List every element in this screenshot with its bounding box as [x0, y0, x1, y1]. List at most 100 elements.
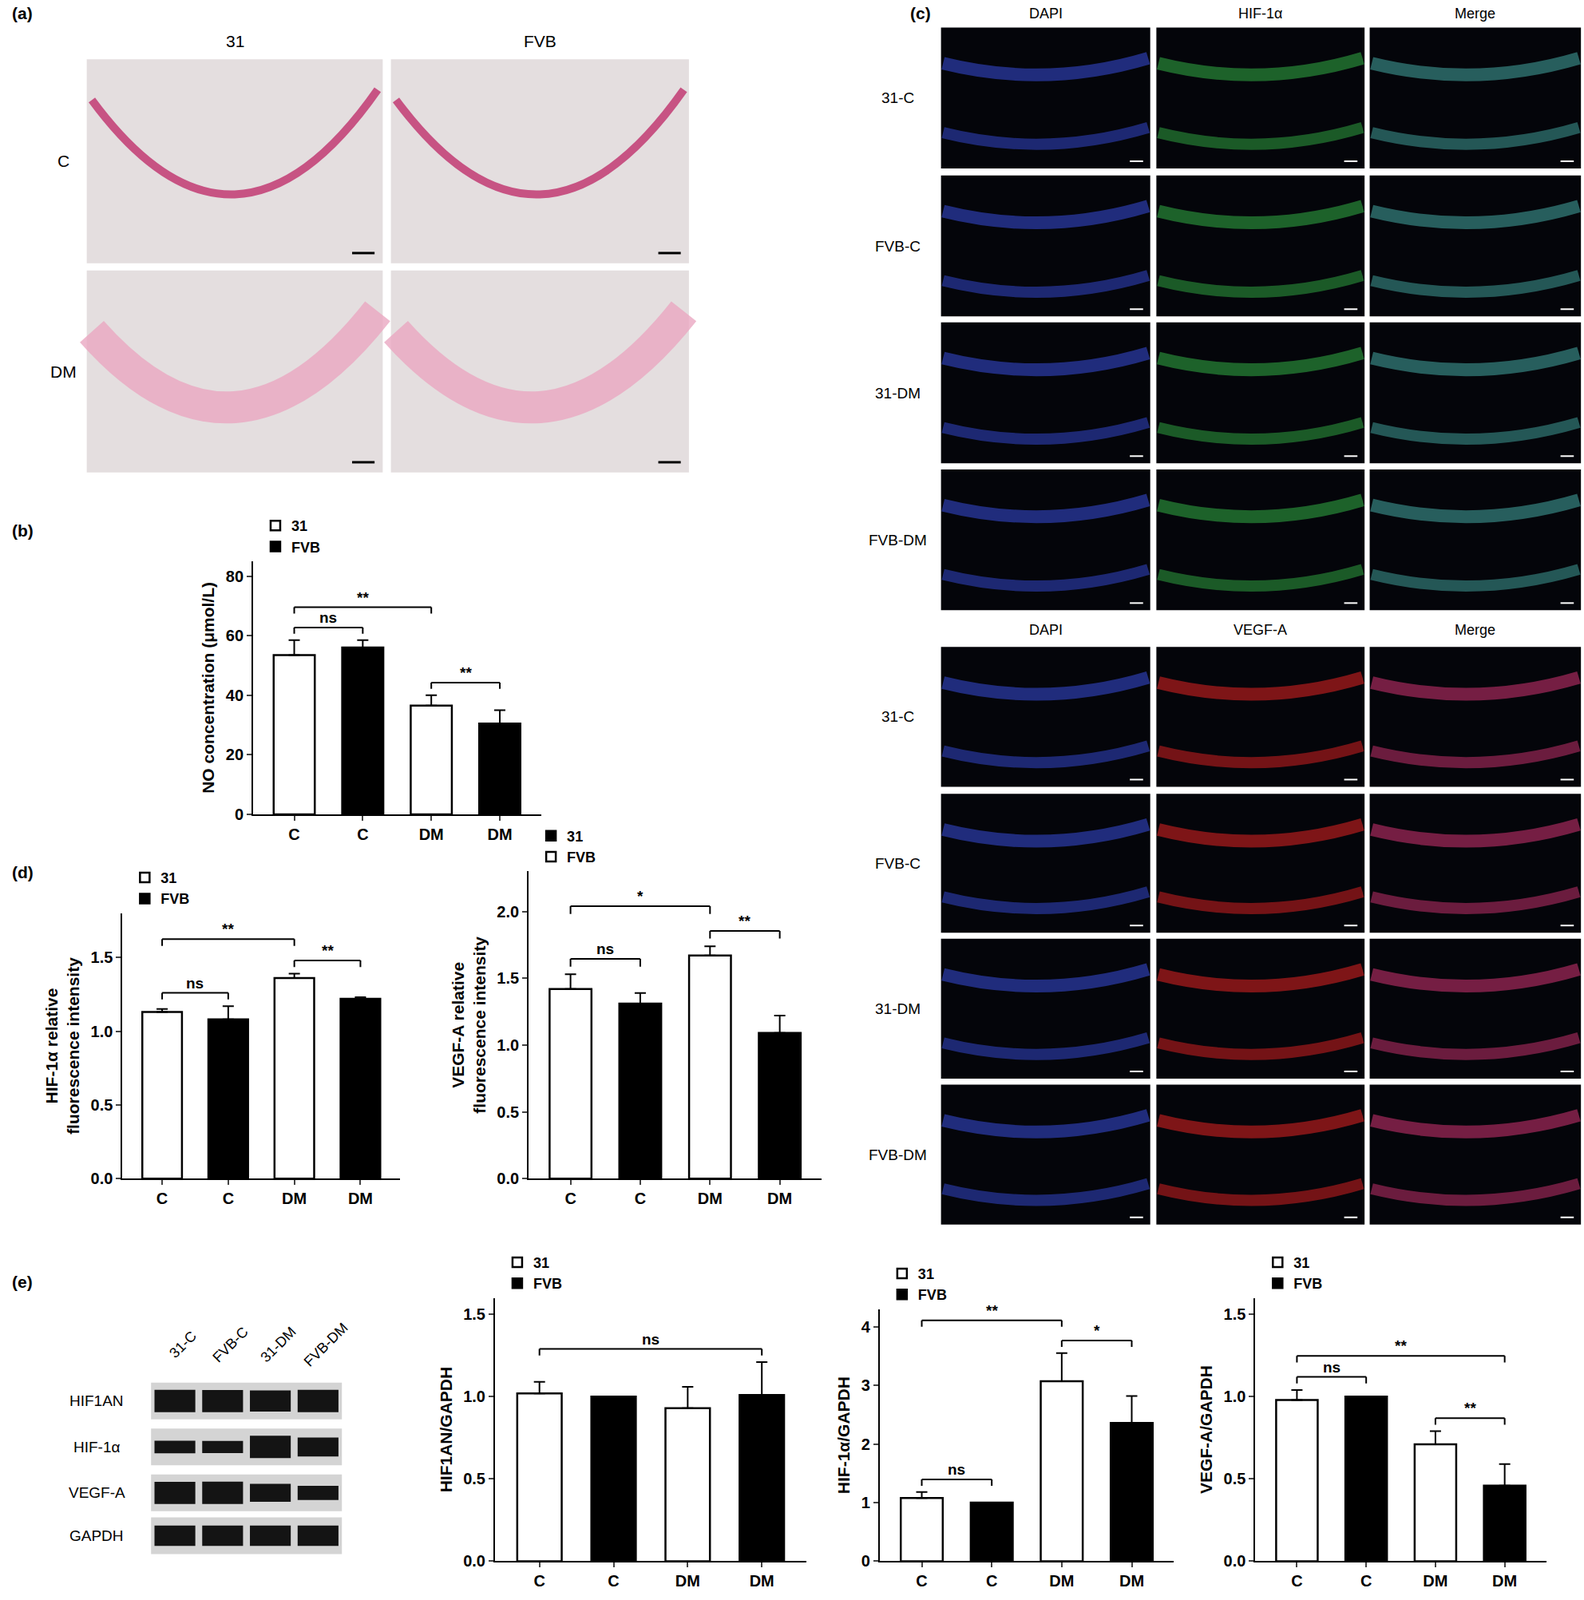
svg-text:ns: ns [947, 1461, 966, 1478]
svg-text:31-C: 31-C [166, 1327, 200, 1362]
svg-text:**: ** [738, 912, 751, 930]
svg-text:C: C [915, 1572, 927, 1590]
svg-text:FVB: FVB [523, 31, 557, 51]
svg-text:VEGF-A: VEGF-A [68, 1484, 126, 1501]
svg-text:NO concentration (μmol/L): NO concentration (μmol/L) [198, 582, 218, 794]
svg-text:DM: DM [348, 1189, 373, 1208]
svg-text:0.0: 0.0 [91, 1169, 114, 1188]
svg-text:VEGF-A relativefluorescence in: VEGF-A relativefluorescence intensity [448, 936, 489, 1114]
svg-text:1.0: 1.0 [91, 1022, 114, 1041]
svg-text:FVB: FVB [160, 891, 190, 907]
svg-text:1.0: 1.0 [463, 1387, 486, 1406]
svg-text:0.5: 0.5 [496, 1103, 519, 1121]
svg-text:HIF-1α: HIF-1α [73, 1438, 121, 1456]
svg-text:ns: ns [1322, 1358, 1341, 1376]
svg-text:Merge: Merge [1454, 621, 1496, 638]
svg-text:C: C [356, 825, 369, 844]
svg-text:DM: DM [767, 1189, 792, 1208]
svg-text:1.5: 1.5 [91, 948, 114, 967]
svg-text:31-C: 31-C [881, 708, 915, 725]
svg-text:HIF1AN: HIF1AN [69, 1392, 124, 1410]
svg-text:HIF-1α/GAPDH: HIF-1α/GAPDH [834, 1376, 853, 1494]
svg-text:FVB: FVB [533, 1275, 563, 1292]
svg-text:VEGF-A: VEGF-A [1233, 621, 1287, 638]
svg-text:0: 0 [861, 1552, 871, 1570]
svg-text:60: 60 [225, 626, 244, 645]
svg-text:(c): (c) [910, 3, 931, 23]
svg-text:FVB-C: FVB-C [209, 1323, 252, 1366]
svg-text:DM: DM [749, 1572, 775, 1590]
svg-text:C: C [533, 1572, 545, 1590]
svg-text:DM: DM [50, 362, 77, 381]
svg-text:20: 20 [225, 745, 244, 764]
svg-text:DM: DM [697, 1189, 723, 1208]
svg-text:*: * [1093, 1322, 1101, 1339]
svg-text:31-DM: 31-DM [875, 384, 921, 402]
svg-text:FVB-DM: FVB-DM [300, 1319, 352, 1371]
svg-text:FVB-DM: FVB-DM [868, 531, 927, 549]
svg-text:80: 80 [225, 567, 244, 586]
svg-text:31: 31 [918, 1266, 935, 1283]
svg-text:*: * [637, 887, 644, 905]
svg-text:ns: ns [186, 974, 204, 992]
svg-text:31: 31 [291, 518, 308, 535]
svg-text:DAPI: DAPI [1029, 5, 1063, 22]
svg-text:0.5: 0.5 [1223, 1469, 1247, 1488]
svg-text:31-DM: 31-DM [875, 1000, 921, 1018]
svg-text:DM: DM [419, 825, 444, 844]
svg-text:C: C [564, 1189, 576, 1208]
svg-text:VEGF-A/GAPDH: VEGF-A/GAPDH [1196, 1365, 1216, 1494]
svg-text:ns: ns [596, 940, 614, 958]
svg-text:31: 31 [160, 870, 177, 887]
svg-text:1.0: 1.0 [496, 1036, 519, 1054]
svg-text:31: 31 [225, 31, 245, 51]
svg-text:(d): (d) [11, 863, 34, 882]
svg-text:HIF1AN/GAPDH: HIF1AN/GAPDH [436, 1366, 456, 1493]
svg-text:DM: DM [1119, 1572, 1145, 1590]
svg-text:FVB: FVB [918, 1287, 947, 1303]
svg-text:ns: ns [319, 609, 337, 626]
svg-text:31: 31 [566, 828, 583, 845]
svg-text:**: ** [221, 920, 234, 938]
svg-text:4: 4 [861, 1318, 872, 1336]
svg-text:1.5: 1.5 [463, 1305, 486, 1323]
svg-text:C: C [986, 1572, 998, 1590]
svg-text:31: 31 [1293, 1255, 1310, 1272]
svg-text:0: 0 [234, 805, 244, 824]
svg-text:DM: DM [1049, 1572, 1074, 1590]
svg-text:C: C [288, 825, 300, 844]
svg-text:**: ** [1464, 1399, 1477, 1417]
svg-text:C: C [1290, 1572, 1303, 1590]
svg-text:1.5: 1.5 [496, 969, 519, 987]
svg-text:0.0: 0.0 [496, 1169, 519, 1188]
svg-text:ns: ns [641, 1330, 660, 1348]
svg-text:FVB-DM: FVB-DM [868, 1146, 927, 1164]
svg-text:1.0: 1.0 [1223, 1387, 1247, 1406]
svg-text:C: C [222, 1189, 234, 1208]
svg-text:(b): (b) [11, 521, 34, 540]
svg-text:FVB: FVB [566, 849, 596, 866]
svg-text:FVB: FVB [1293, 1275, 1323, 1292]
svg-text:HIF-1α relativefluorescence in: HIF-1α relativefluorescence intensity [42, 957, 83, 1135]
svg-text:40: 40 [225, 686, 244, 705]
svg-text:0.5: 0.5 [91, 1096, 114, 1114]
svg-text:Merge: Merge [1454, 5, 1496, 22]
svg-text:**: ** [321, 942, 334, 959]
svg-text:C: C [634, 1189, 646, 1208]
svg-text:**: ** [986, 1302, 998, 1319]
svg-text:DM: DM [675, 1572, 701, 1590]
svg-text:**: ** [356, 589, 369, 606]
svg-text:1: 1 [861, 1493, 871, 1512]
svg-text:2.0: 2.0 [496, 902, 519, 921]
svg-text:31-C: 31-C [881, 89, 915, 107]
svg-text:C: C [156, 1189, 168, 1208]
svg-text:3: 3 [861, 1376, 871, 1394]
svg-text:GAPDH: GAPDH [69, 1527, 124, 1545]
svg-text:DM: DM [487, 825, 512, 844]
svg-text:DM: DM [1422, 1572, 1448, 1590]
svg-text:(e): (e) [11, 1272, 33, 1291]
svg-text:0.5: 0.5 [463, 1469, 486, 1488]
svg-text:0.0: 0.0 [463, 1552, 486, 1570]
svg-text:HIF-1α: HIF-1α [1238, 5, 1283, 22]
svg-text:FVB-C: FVB-C [875, 237, 921, 255]
